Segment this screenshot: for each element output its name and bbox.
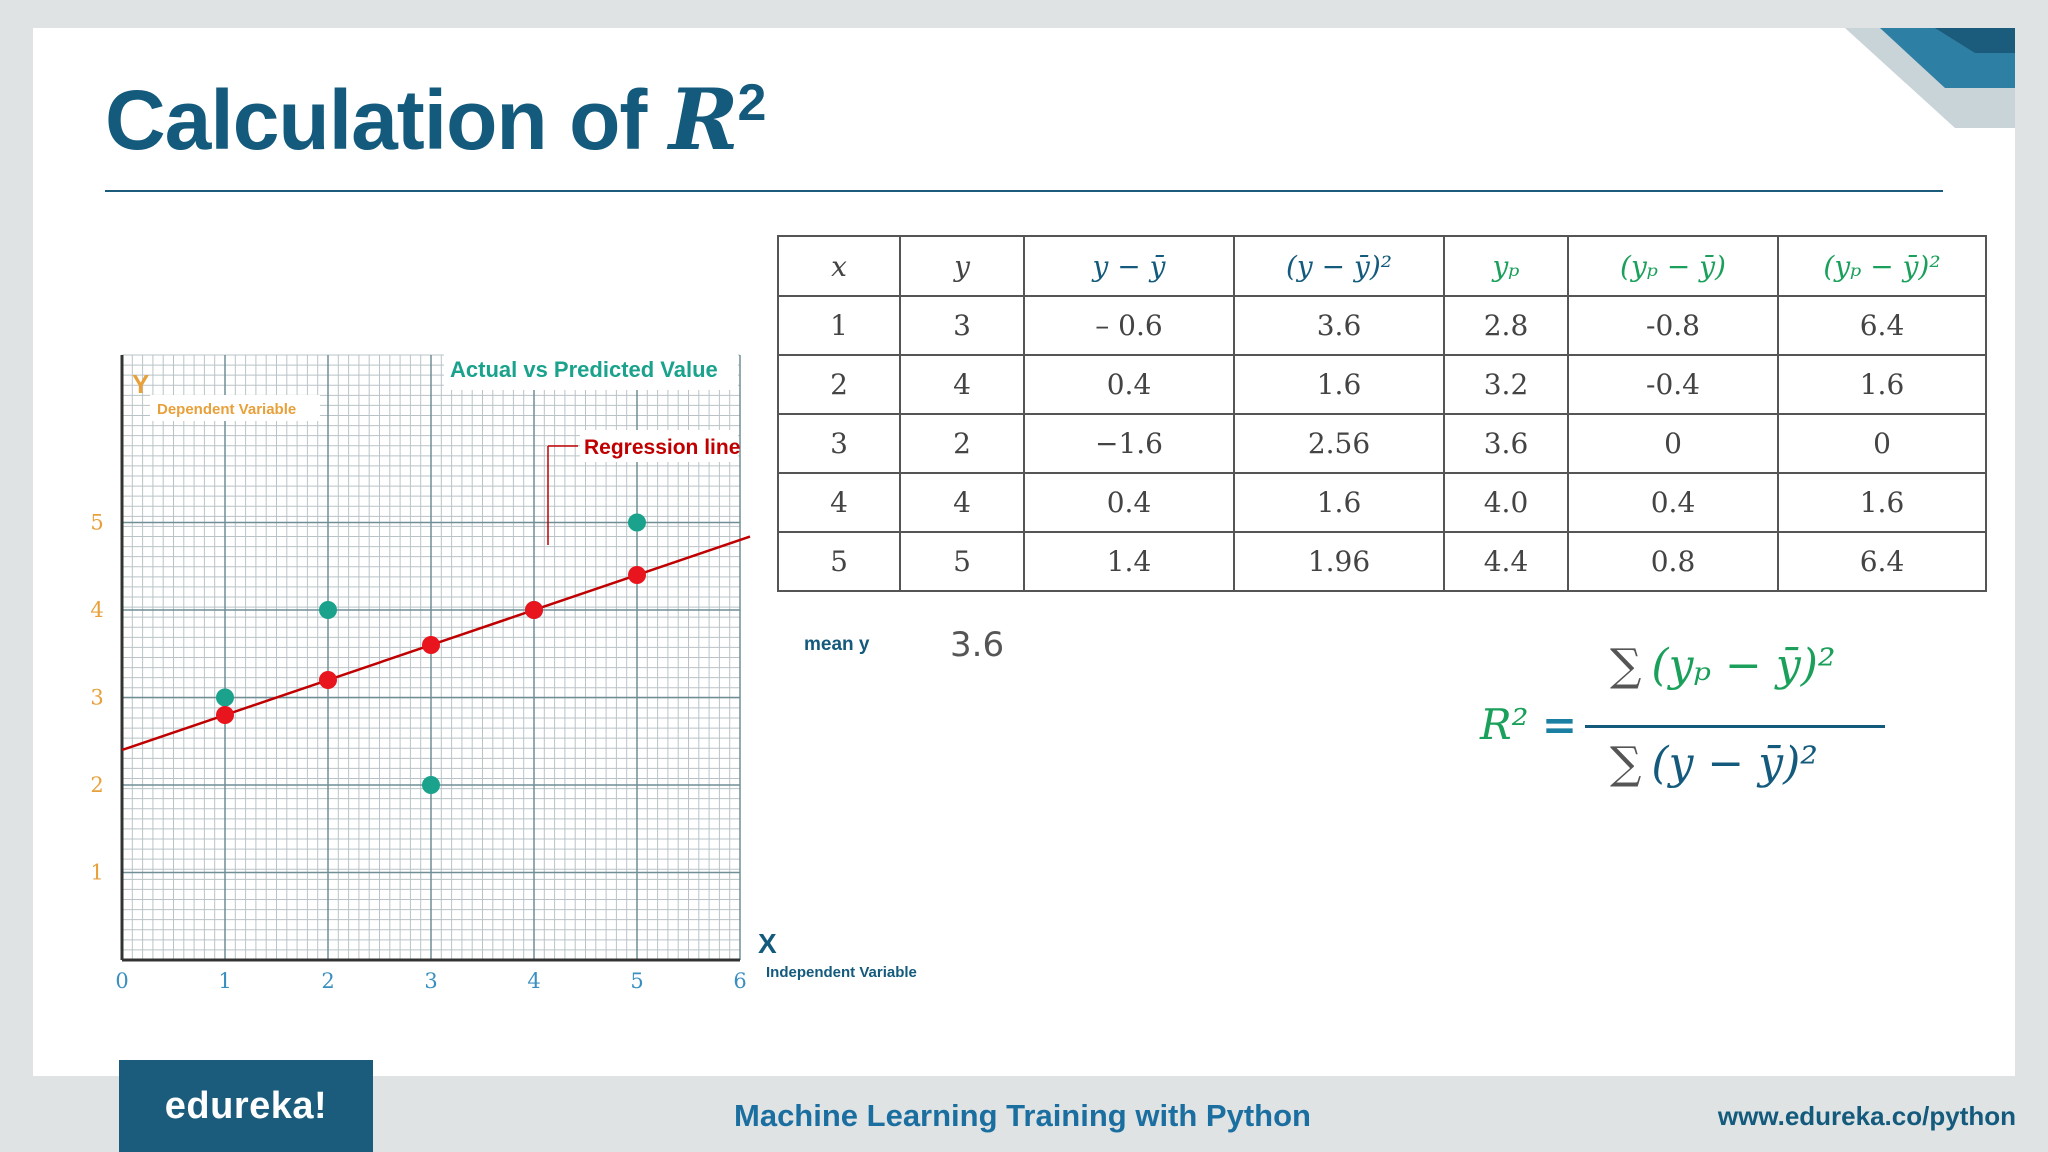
course-title: Machine Learning Training with Python: [734, 1098, 1311, 1133]
table-row: 5 5 1.4 1.96 4.4 0.8 6.4: [777, 531, 1987, 592]
table-cell: 2.56: [1233, 413, 1445, 474]
predicted-point: [628, 566, 646, 584]
actual-point: [319, 601, 337, 619]
table-header-row: x y y − ȳ (y − ȳ)² yₚ (yₚ − ȳ) (yₚ − ȳ)²: [777, 235, 1987, 297]
x-tick-label: 5: [630, 969, 643, 990]
regression-label: Regression line: [584, 436, 740, 459]
table-cell: 0.4: [1023, 354, 1235, 415]
x-axis-label: X: [758, 928, 777, 959]
table-cell: 4: [899, 354, 1025, 415]
ylabel-sub-bg: [150, 395, 320, 421]
table-row: 3 2 −1.6 2.56 3.6 0 0: [777, 413, 1987, 474]
table-cell: 1.6: [1233, 472, 1445, 533]
table-cell: −1.6: [1023, 413, 1235, 474]
table-cell: -0.4: [1567, 354, 1779, 415]
corner-decoration: [1845, 28, 2015, 128]
slide-title: Calculation of R2: [105, 70, 767, 169]
header-y: y: [899, 235, 1025, 297]
table-cell: 3.2: [1443, 354, 1569, 415]
table-cell: 2.8: [1443, 295, 1569, 356]
title-exponent: 2: [737, 74, 767, 132]
table-cell: 3: [777, 413, 901, 474]
predicted-point: [216, 706, 234, 724]
x-tick-label: 2: [321, 969, 334, 990]
table-cell: 0: [1777, 413, 1987, 474]
header-y-minus-mean: y − ȳ: [1023, 235, 1235, 297]
table-cell: – 0.6: [1023, 295, 1235, 356]
predicted-point: [319, 671, 337, 689]
edureka-logo: edureka!: [119, 1060, 373, 1152]
table-cell: 4: [777, 472, 901, 533]
y-tick-label: 4: [90, 598, 103, 622]
table-cell: 1.6: [1233, 354, 1445, 415]
title-divider: [105, 190, 1943, 192]
table-cell: 3.6: [1233, 295, 1445, 356]
formula-lhs: R² =: [1480, 700, 1578, 749]
course-url[interactable]: www.edureka.co/python: [1717, 1101, 2016, 1131]
x-tick-label: 4: [527, 969, 540, 990]
table-cell: 0.4: [1567, 472, 1779, 533]
x-tick-label: 3: [424, 969, 437, 990]
table-cell: 0.8: [1567, 531, 1779, 592]
predicted-point: [422, 636, 440, 654]
y-tick-label: 2: [90, 773, 103, 797]
formula-equals: =: [1541, 700, 1578, 749]
header-yp: yₚ: [1443, 235, 1569, 297]
table-row: 4 4 0.4 1.6 4.0 0.4 1.6: [777, 472, 1987, 533]
table-cell: 1: [777, 295, 901, 356]
table-cell: 2: [777, 354, 901, 415]
r-squared-formula: R² = ∑ (yₚ − ȳ)² ∑ (y − ȳ)²: [1460, 630, 1900, 810]
x-axis-sublabel: Independent Variable: [766, 964, 917, 981]
y-tick-label: 1: [90, 861, 103, 885]
x-tick-label: 6: [733, 969, 746, 990]
chart-title: Actual vs Predicted Value: [450, 357, 718, 382]
header-x: x: [777, 235, 901, 297]
table-cell: 1.6: [1777, 354, 1987, 415]
y-tick-label: 5: [90, 511, 103, 535]
y-axis-label: Y: [132, 369, 149, 399]
table-cell: 5: [899, 531, 1025, 592]
table-cell: 3.6: [1443, 413, 1569, 474]
table-cell: 4.4: [1443, 531, 1569, 592]
table-cell: 0.4: [1023, 472, 1235, 533]
actual-point: [422, 776, 440, 794]
header-yp-minus-mean: (yₚ − ȳ): [1567, 235, 1779, 297]
title-symbol: R: [668, 70, 739, 169]
table-row: 1 3 – 0.6 3.6 2.8 -0.8 6.4: [777, 295, 1987, 356]
y-axis-sublabel: Dependent Variable: [157, 401, 296, 418]
formula-denominator: ∑ (y − ȳ)²: [1610, 738, 1818, 789]
header-yp-minus-mean-sq: (yₚ − ȳ)²: [1777, 235, 1987, 297]
chart-title-bg: [444, 350, 738, 390]
table-cell: 6.4: [1777, 295, 1987, 356]
sigma-symbol: ∑: [1610, 640, 1642, 691]
table-cell: 2: [899, 413, 1025, 474]
actual-point: [216, 688, 234, 707]
predicted-point: [525, 601, 543, 619]
table-row: 2 4 0.4 1.6 3.2 -0.4 1.6: [777, 354, 1987, 415]
table-cell: 1.4: [1023, 531, 1235, 592]
sigma-symbol: ∑: [1610, 738, 1642, 789]
header-y-minus-mean-sq: (y − ȳ)²: [1233, 235, 1445, 297]
mean-value: 3.6: [950, 625, 1005, 665]
mean-label: mean y: [804, 634, 870, 655]
x-tick-label: 1: [218, 969, 231, 990]
table-cell: 4: [899, 472, 1025, 533]
table-cell: 5: [777, 531, 901, 592]
formula-numerator: ∑ (yₚ − ȳ)²: [1610, 640, 1836, 691]
table-cell: 3: [899, 295, 1025, 356]
table-cell: 0: [1567, 413, 1779, 474]
y-tick-label: 3: [90, 686, 103, 710]
calculation-table: x y y − ȳ (y − ȳ)² yₚ (yₚ − ȳ) (yₚ − ȳ)²…: [777, 235, 1987, 592]
x-tick-label: 0: [115, 969, 128, 990]
table-cell: 1.96: [1233, 531, 1445, 592]
table-cell: 1.6: [1777, 472, 1987, 533]
table-cell: 4.0: [1443, 472, 1569, 533]
fraction-bar: [1585, 725, 1885, 728]
actual-point: [628, 513, 646, 532]
table-cell: -0.8: [1567, 295, 1779, 356]
regression-label-bg: [580, 430, 738, 462]
table-cell: 6.4: [1777, 531, 1987, 592]
